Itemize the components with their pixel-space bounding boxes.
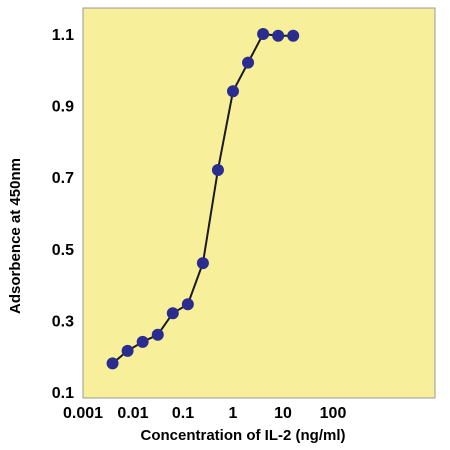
x-tick-label: 10	[274, 405, 292, 422]
data-point	[287, 29, 300, 42]
data-point	[242, 56, 255, 69]
data-point	[257, 28, 270, 40]
x-tick-label: 0.1	[172, 405, 194, 422]
x-tick-label: 1	[229, 405, 238, 422]
data-point	[151, 328, 164, 341]
data-point	[196, 257, 209, 270]
y-axis: 0.1 0.3 0.5 0.7 0.9 1.1	[52, 27, 74, 402]
y-tick-label: 0.3	[52, 313, 74, 330]
y-tick-label: 1.1	[52, 27, 74, 44]
data-point	[136, 335, 149, 348]
y-axis-title: Adsorbence at 450nm	[7, 158, 24, 314]
x-tick-label: 0.001	[63, 405, 103, 422]
data-point	[106, 357, 119, 370]
data-point	[211, 164, 224, 177]
plot-area	[82, 7, 436, 399]
x-axis: 0.001 0.01 0.1 1 10 100	[63, 405, 346, 422]
y-tick-label: 0.9	[52, 99, 74, 116]
x-tick-label: 100	[320, 405, 347, 422]
x-axis-title: Concentration of IL-2 (ng/ml)	[141, 427, 346, 444]
y-tick-label: 0.1	[52, 385, 74, 402]
data-point	[272, 29, 285, 42]
x-tick-label: 0.01	[117, 405, 148, 422]
data-point	[166, 307, 179, 320]
y-tick-label: 0.7	[52, 170, 74, 187]
data-points	[106, 28, 300, 370]
data-point	[121, 344, 134, 357]
y-tick-label: 0.5	[52, 242, 74, 259]
data-point	[227, 85, 239, 98]
data-point	[181, 298, 194, 311]
